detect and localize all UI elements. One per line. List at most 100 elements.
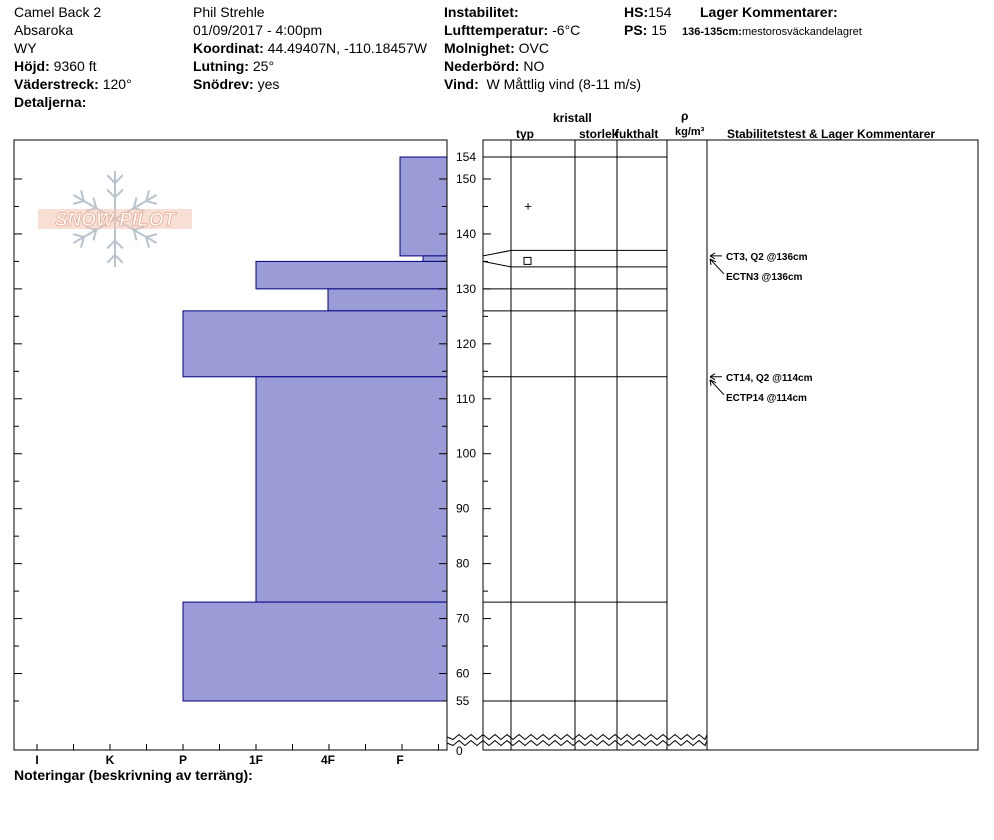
snowflake-branch	[72, 233, 85, 238]
axis-break-upper	[446, 733, 708, 741]
precipitation: Nederbörd: NO	[444, 58, 544, 74]
snowflake-branch	[132, 197, 138, 209]
snowflake-branch	[92, 229, 98, 241]
snowflake-branch	[80, 190, 85, 202]
hardness-bar	[327, 288, 448, 312]
hardness-bar	[399, 156, 448, 257]
snowflake-branch	[114, 254, 124, 264]
x-tick-label: 4F	[321, 753, 335, 767]
y-tick-label: 0	[456, 744, 463, 758]
col-density-unit: kg/m³	[675, 126, 705, 138]
range-name: Absaroka	[14, 22, 74, 38]
coord-label: Koordinat:	[193, 40, 264, 56]
stability-test-label: ECTP14 @114cm	[726, 393, 807, 404]
snowflake-branch	[114, 174, 124, 184]
location-name: Camel Back 2	[14, 4, 102, 20]
precip-value: NO	[523, 58, 545, 74]
y-tick-label: 110	[456, 392, 475, 406]
snowflake-branch	[145, 190, 150, 202]
sky-value: OVC	[518, 40, 549, 56]
aspect: Väderstreck: 120°	[14, 76, 132, 92]
state-name: WY	[14, 40, 37, 56]
drift: Snödrev: yes	[193, 76, 279, 92]
test-arrow	[709, 258, 725, 275]
snow-height: HS:154	[624, 4, 671, 20]
snowflake-branch	[114, 239, 124, 250]
elevation: Höjd: 9360 ft	[14, 58, 96, 74]
precip-label: Nederbörd:	[444, 58, 520, 74]
x-tick-label: I	[35, 753, 38, 767]
x-tick-label: P	[179, 753, 187, 767]
air-temp-value: -6°C	[552, 22, 581, 38]
y-tick-label: 120	[456, 337, 476, 351]
hardness-bar	[182, 601, 448, 702]
hardness-bar	[255, 260, 448, 290]
y-tick-label: 140	[456, 227, 476, 241]
hs-label: HS:	[624, 4, 649, 20]
y-tick-label: 70	[456, 612, 470, 626]
snowflake-branch	[145, 236, 150, 248]
layer-comment: 136-135cm:mestorosväckandelagret	[682, 24, 862, 40]
x-tick-label: F	[396, 753, 403, 767]
elevation-value: 9360 ft	[53, 58, 97, 74]
col-moisture: fukthalt	[615, 127, 659, 141]
col-crystal: kristall	[553, 111, 592, 125]
snowflake-branch	[92, 197, 98, 209]
stability-test-label: CT14, Q2 @114cm	[726, 373, 813, 384]
grain-symbol-square	[523, 256, 532, 265]
notes-label: Noteringar (beskrivning av terräng):	[14, 767, 253, 783]
layer-connector	[482, 249, 512, 257]
wind: Vind: W Måttlig vind (8-11 m/s)	[444, 76, 641, 92]
stability-test-label: CT3, Q2 @136cm	[726, 252, 808, 263]
slope-value: 25°	[252, 58, 275, 74]
snowflake-branch	[106, 239, 116, 250]
hardness-bar	[255, 376, 448, 603]
axis-break-lower	[446, 739, 708, 747]
sky-cover: Molnighet: OVC	[444, 40, 549, 56]
stability-test-label: ECTN3 @136cm	[726, 272, 803, 283]
snowflake-branch	[114, 188, 124, 199]
air-temp-label: Lufttemperatur:	[444, 22, 549, 38]
layer-frame	[482, 139, 979, 751]
observer-name: Phil Strehle	[193, 4, 265, 20]
snowflake-branch	[145, 233, 158, 238]
air-temperature: Lufttemperatur: -6°C	[444, 22, 580, 38]
elevation-label: Höjd:	[14, 58, 50, 74]
y-tick-label: 90	[456, 502, 470, 516]
grain-symbol-plus: +	[524, 198, 532, 213]
layer-comment-text: mestorosväckandelagret	[741, 26, 862, 38]
layer-comments-label: Lager Kommentarer:	[700, 4, 838, 20]
ps-label: PS:	[624, 22, 648, 38]
col-size: storlek	[579, 127, 619, 141]
sky-label: Molnighet:	[444, 40, 515, 56]
snowflake-branch	[106, 254, 116, 264]
col-rho: ρ	[681, 109, 689, 123]
wind-value: W Måttlig vind (8-11 m/s)	[486, 76, 642, 92]
drift-value: yes	[257, 76, 280, 92]
penetration: PS: 15	[624, 22, 667, 38]
test-arrow	[709, 379, 725, 396]
y-tick-label: 60	[456, 667, 470, 681]
wind-label: Vind:	[444, 76, 479, 92]
coord-value: 44.49407N, -110.18457W	[267, 40, 427, 56]
layer-comment-depth: 136-135cm:	[682, 26, 742, 38]
snowflake-branch	[106, 174, 116, 184]
y-tick-label: 100	[456, 447, 476, 461]
instability-label: Instabilitet:	[444, 4, 519, 20]
snowflake-branch	[72, 200, 85, 205]
y-tick-label: 154	[456, 150, 476, 164]
test-arrow	[709, 252, 722, 260]
logo-band	[38, 209, 192, 229]
y-tick-label: 55	[456, 694, 470, 708]
hardness-bar	[422, 255, 448, 262]
aspect-label: Väderstreck:	[14, 76, 99, 92]
logo-text: SNOW PILOT	[55, 210, 177, 231]
snowpilot-logo: SNOW PILOT	[38, 171, 192, 267]
x-tick-label: K	[106, 753, 115, 767]
snowflake-branch	[80, 236, 85, 248]
coordinates: Koordinat: 44.49407N, -110.18457W	[193, 40, 427, 56]
test-arrow	[709, 373, 722, 381]
layer-connector	[482, 260, 512, 268]
slope-label: Lutning:	[193, 58, 249, 74]
y-tick-label: 130	[456, 282, 476, 296]
